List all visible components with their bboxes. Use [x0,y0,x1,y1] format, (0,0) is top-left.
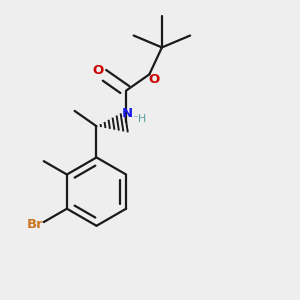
Text: Br: Br [27,218,44,231]
Text: N: N [122,107,133,120]
Text: O: O [148,73,160,86]
Text: O: O [92,64,103,77]
Text: ⁻H: ⁻H [133,114,147,124]
